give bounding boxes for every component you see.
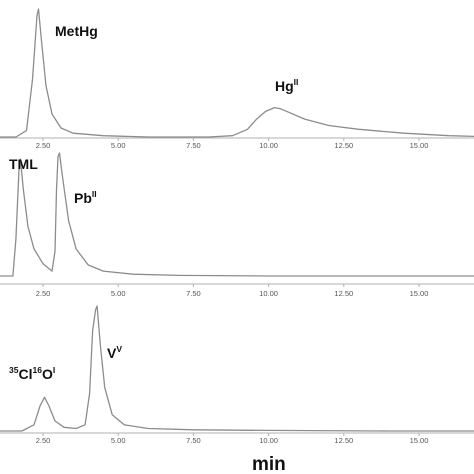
- x-tick-label: 12.50: [334, 436, 353, 445]
- x-tick-label: 2.50: [36, 289, 51, 298]
- peak-label-hg: HgII: [275, 77, 298, 94]
- trace-line: [0, 152, 474, 277]
- x-tick-label: 12.50: [334, 289, 353, 298]
- x-tick-label: 2.50: [36, 436, 51, 445]
- x-tick-label: 7.50: [186, 289, 201, 298]
- trace-line: [0, 305, 474, 432]
- x-tick-label: 12.50: [334, 141, 353, 150]
- x-tick-label: 7.50: [186, 141, 201, 150]
- x-tick-label: 15.00: [410, 436, 429, 445]
- x-tick-label: 15.00: [410, 141, 429, 150]
- x-ticks: 2.50 5.00 7.50 10.00 12.50 15.00: [36, 284, 429, 298]
- chromatogram-panel-clo-v: 2.50 5.00 7.50 10.00 12.50 15.00 VV 35Cl16OI: [0, 305, 474, 445]
- chromatogram-panel-tml-pb: 2.50 5.00 7.50 10.00 12.50 15.00 TML PbII: [0, 152, 474, 298]
- peak-label-pb: PbII: [74, 189, 97, 206]
- x-ticks: 2.50 5.00 7.50 10.00 12.50 15.00: [36, 433, 429, 445]
- peak-label-clo: 35Cl16OI: [9, 365, 55, 382]
- peak-label-tml: TML: [9, 156, 38, 172]
- x-axis-title: min: [252, 454, 286, 474]
- x-tick-label: 5.00: [111, 289, 126, 298]
- x-tick-label: 5.00: [111, 436, 126, 445]
- chromatogram-panel-methg-hg: 2.50 5.00 7.50 10.00 12.50 15.00 MetHg HgII: [0, 8, 474, 150]
- peak-label-v: VV: [107, 344, 122, 361]
- x-ticks: 2.50 5.00 7.50 10.00 12.50 15.00: [36, 138, 429, 150]
- x-tick-label: 5.00: [111, 141, 126, 150]
- peak-label-methg: MetHg: [55, 23, 98, 39]
- x-tick-label: 2.50: [36, 141, 51, 150]
- x-tick-label: 10.00: [259, 436, 278, 445]
- x-tick-label: 7.50: [186, 436, 201, 445]
- x-tick-label: 10.00: [259, 141, 278, 150]
- trace-line: [0, 8, 474, 138]
- x-tick-label: 10.00: [259, 289, 278, 298]
- x-tick-label: 15.00: [410, 289, 429, 298]
